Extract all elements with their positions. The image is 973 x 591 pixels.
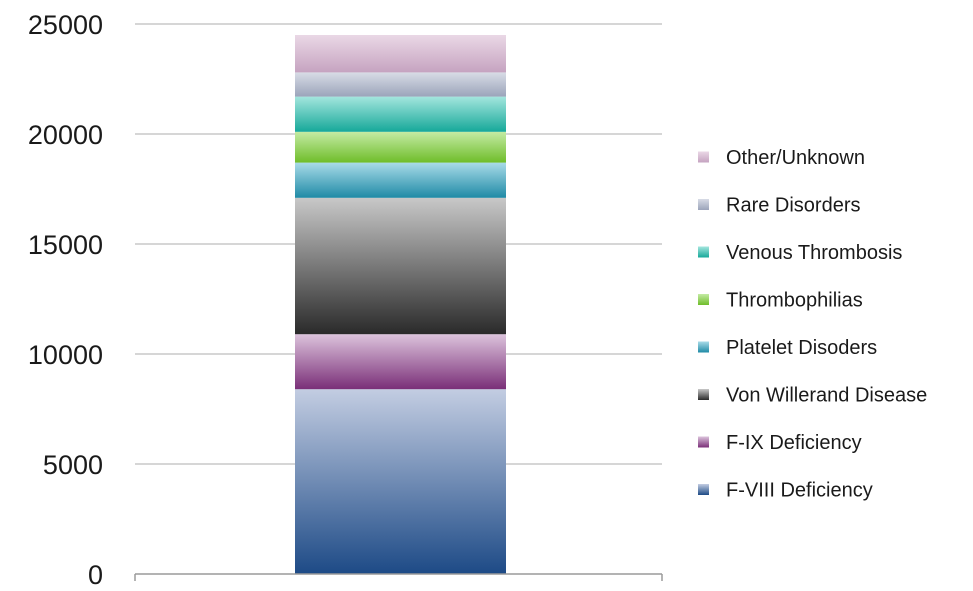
bar-stack <box>295 35 506 574</box>
y-tick-label: 25000 <box>28 10 103 40</box>
bar-segment-other-unknown <box>295 35 506 73</box>
legend-label: Thrombophilias <box>726 290 863 312</box>
legend-swatch <box>698 151 709 163</box>
legend-label: F-VIII Deficiency <box>726 480 873 502</box>
bar-segment-von-willerand-disease <box>295 197 506 335</box>
y-tick-label: 15000 <box>28 230 103 260</box>
bar-segment-thrombophilias <box>295 131 506 163</box>
bar-segment-venous-thrombosis <box>295 96 506 132</box>
legend-label: Other/Unknown <box>726 147 865 169</box>
legend-swatch <box>698 341 709 353</box>
legend-swatch <box>698 484 709 495</box>
y-tick-label: 0 <box>88 560 103 590</box>
legend-label: F-IX Deficiency <box>726 432 862 454</box>
bar-segment-rare-disorders <box>295 72 506 97</box>
legend: Other/Unknown Rare Disorders Venous Thromb… <box>698 147 927 502</box>
legend-label: Platelet Disoders <box>726 337 877 359</box>
y-tick-label: 20000 <box>28 120 103 150</box>
bar-segment-platelet-disoders <box>295 162 506 198</box>
legend-swatch <box>698 389 709 400</box>
legend-label: Venous Thrombosis <box>726 242 902 264</box>
legend-swatch <box>698 199 709 210</box>
legend-swatch <box>698 436 709 448</box>
legend-label: Von Willerand Disease <box>726 385 927 407</box>
bar-segment-f-ix-deficiency <box>295 334 506 390</box>
legend-swatch <box>698 294 709 305</box>
bar-segment-f-viii-deficiency <box>295 389 506 574</box>
legend-swatch <box>698 246 709 258</box>
y-tick-label: 5000 <box>43 450 103 480</box>
legend-label: Rare Disorders <box>726 195 860 217</box>
y-tick-label: 10000 <box>28 340 103 370</box>
y-axis: 0 5000 10000 15000 20000 25000 <box>28 10 663 590</box>
